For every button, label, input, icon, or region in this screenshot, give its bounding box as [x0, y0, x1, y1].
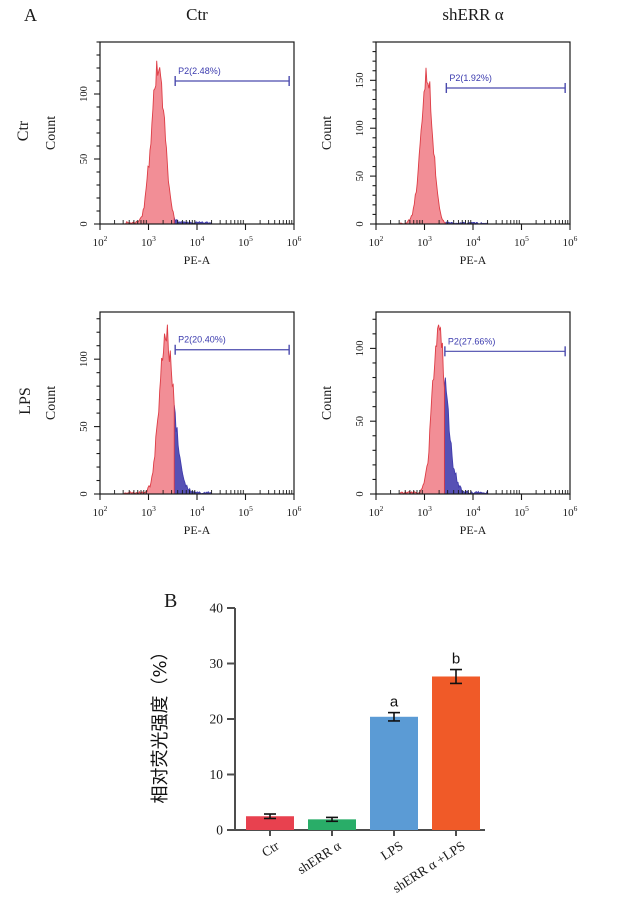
- y-tick-label: 50: [355, 416, 366, 427]
- bar-shERR α +LPS: [432, 676, 480, 830]
- row-header-lps: LPS: [16, 387, 34, 415]
- plot-frame: [375, 41, 571, 225]
- y-axis-title: Count: [320, 116, 335, 150]
- bar-LPS: [370, 716, 418, 830]
- x-tick-label: 104: [466, 504, 481, 519]
- y-tick-label: 0: [355, 491, 366, 496]
- gate-label: P2(2.48%): [178, 66, 221, 76]
- x-tick-label: Ctr: [259, 838, 282, 860]
- gate-label: P2(27.66%): [448, 336, 496, 346]
- x-tick-label: 106: [563, 234, 578, 249]
- y-axis-title: Count: [320, 386, 335, 420]
- x-tick-label: 102: [369, 234, 384, 249]
- y-tick-label: 50: [79, 421, 90, 432]
- plot-frame: [99, 41, 295, 225]
- bar-Ctr: [246, 816, 294, 830]
- y-tick-label: 100: [355, 341, 366, 357]
- y-axis-title: Count: [44, 116, 59, 150]
- x-tick-label: 103: [141, 504, 156, 519]
- y-tick-label: 50: [355, 171, 366, 182]
- y-tick-label: 0: [79, 221, 90, 226]
- x-tick-label: 102: [369, 504, 384, 519]
- x-tick-label: 105: [238, 234, 253, 249]
- x-tick-label: 106: [287, 234, 302, 249]
- x-tick-label: 104: [190, 504, 205, 519]
- x-axis-title: PE-A: [184, 523, 211, 537]
- y-axis-title: Count: [44, 386, 59, 420]
- x-tick-label: 105: [514, 504, 529, 519]
- y-tick-label: 0: [355, 221, 366, 226]
- y-tick-label: 40: [210, 601, 224, 616]
- x-tick-label: 105: [514, 234, 529, 249]
- y-tick-label: 10: [210, 767, 224, 782]
- y-axis-title: 相对荧光强度（%）: [150, 642, 171, 803]
- x-tick-label: 103: [417, 504, 432, 519]
- plot-frame: [375, 311, 571, 495]
- y-tick-label: 20: [210, 712, 224, 727]
- x-axis-title: PE-A: [460, 253, 487, 267]
- x-tick-label: 106: [563, 504, 578, 519]
- bar-shERR α: [308, 819, 356, 830]
- plot-frame: [99, 311, 295, 495]
- y-tick-label: 50: [79, 154, 90, 165]
- significance-letter: b: [452, 651, 460, 668]
- x-tick-label: 102: [93, 234, 108, 249]
- panel-b-label: B: [164, 590, 178, 612]
- histogram-main: [117, 60, 175, 225]
- x-axis-title: PE-A: [460, 523, 487, 537]
- y-tick-label: 0: [79, 491, 90, 496]
- flow-histogram-ctr-sherra: 0 50 100 150 102 103 104 105 106 P2(1.92%) Count PE…: [320, 41, 578, 267]
- significance-letter: a: [390, 694, 399, 711]
- gate-label: P2(1.92%): [449, 73, 492, 83]
- panel-a-label: A: [24, 5, 37, 25]
- row-header-ctr: Ctr: [15, 120, 33, 142]
- x-tick-label: shERR α: [295, 838, 344, 877]
- column-header-ctr: Ctr: [186, 5, 208, 24]
- x-tick-label: LPS: [378, 838, 406, 863]
- histogram-tail-gated: [443, 377, 500, 495]
- gate-label: P2(20.40%): [178, 335, 226, 345]
- flow-histogram-lps-ctr: 0 50 100 102 103 104 105 106 P2(20.40%) Count PE-A: [44, 311, 302, 537]
- histogram-main: [393, 324, 445, 495]
- histogram-tail-gated: [173, 217, 224, 225]
- flow-histogram-ctr-ctr: 0 50 100 102 103 104 105 106 P2(2.48%) Count PE-A: [44, 41, 302, 267]
- x-tick-label: 103: [417, 234, 432, 249]
- y-tick-label: 100: [79, 351, 90, 367]
- y-tick-label: 30: [210, 656, 224, 671]
- y-tick-label: 100: [355, 120, 366, 136]
- x-axis-title: PE-A: [184, 253, 211, 267]
- x-tick-label: 104: [466, 234, 481, 249]
- flow-histogram-lps-sherra: 0 50 100 102 103 104 105 106 P2(27.66%) Count PE-A: [320, 311, 578, 537]
- histogram-main: [393, 67, 446, 225]
- x-tick-label: 102: [93, 504, 108, 519]
- histogram-tail-gated: [173, 404, 224, 495]
- y-tick-label: 0: [216, 823, 223, 838]
- x-tick-label: 106: [287, 504, 302, 519]
- x-tick-label: 103: [141, 234, 156, 249]
- y-tick-label: 150: [355, 72, 366, 88]
- histogram-main: [117, 324, 175, 495]
- x-tick-label: 105: [238, 504, 253, 519]
- x-tick-label: 104: [190, 234, 205, 249]
- y-tick-label: 100: [79, 86, 90, 102]
- column-header-sherra: shERR α: [442, 5, 504, 24]
